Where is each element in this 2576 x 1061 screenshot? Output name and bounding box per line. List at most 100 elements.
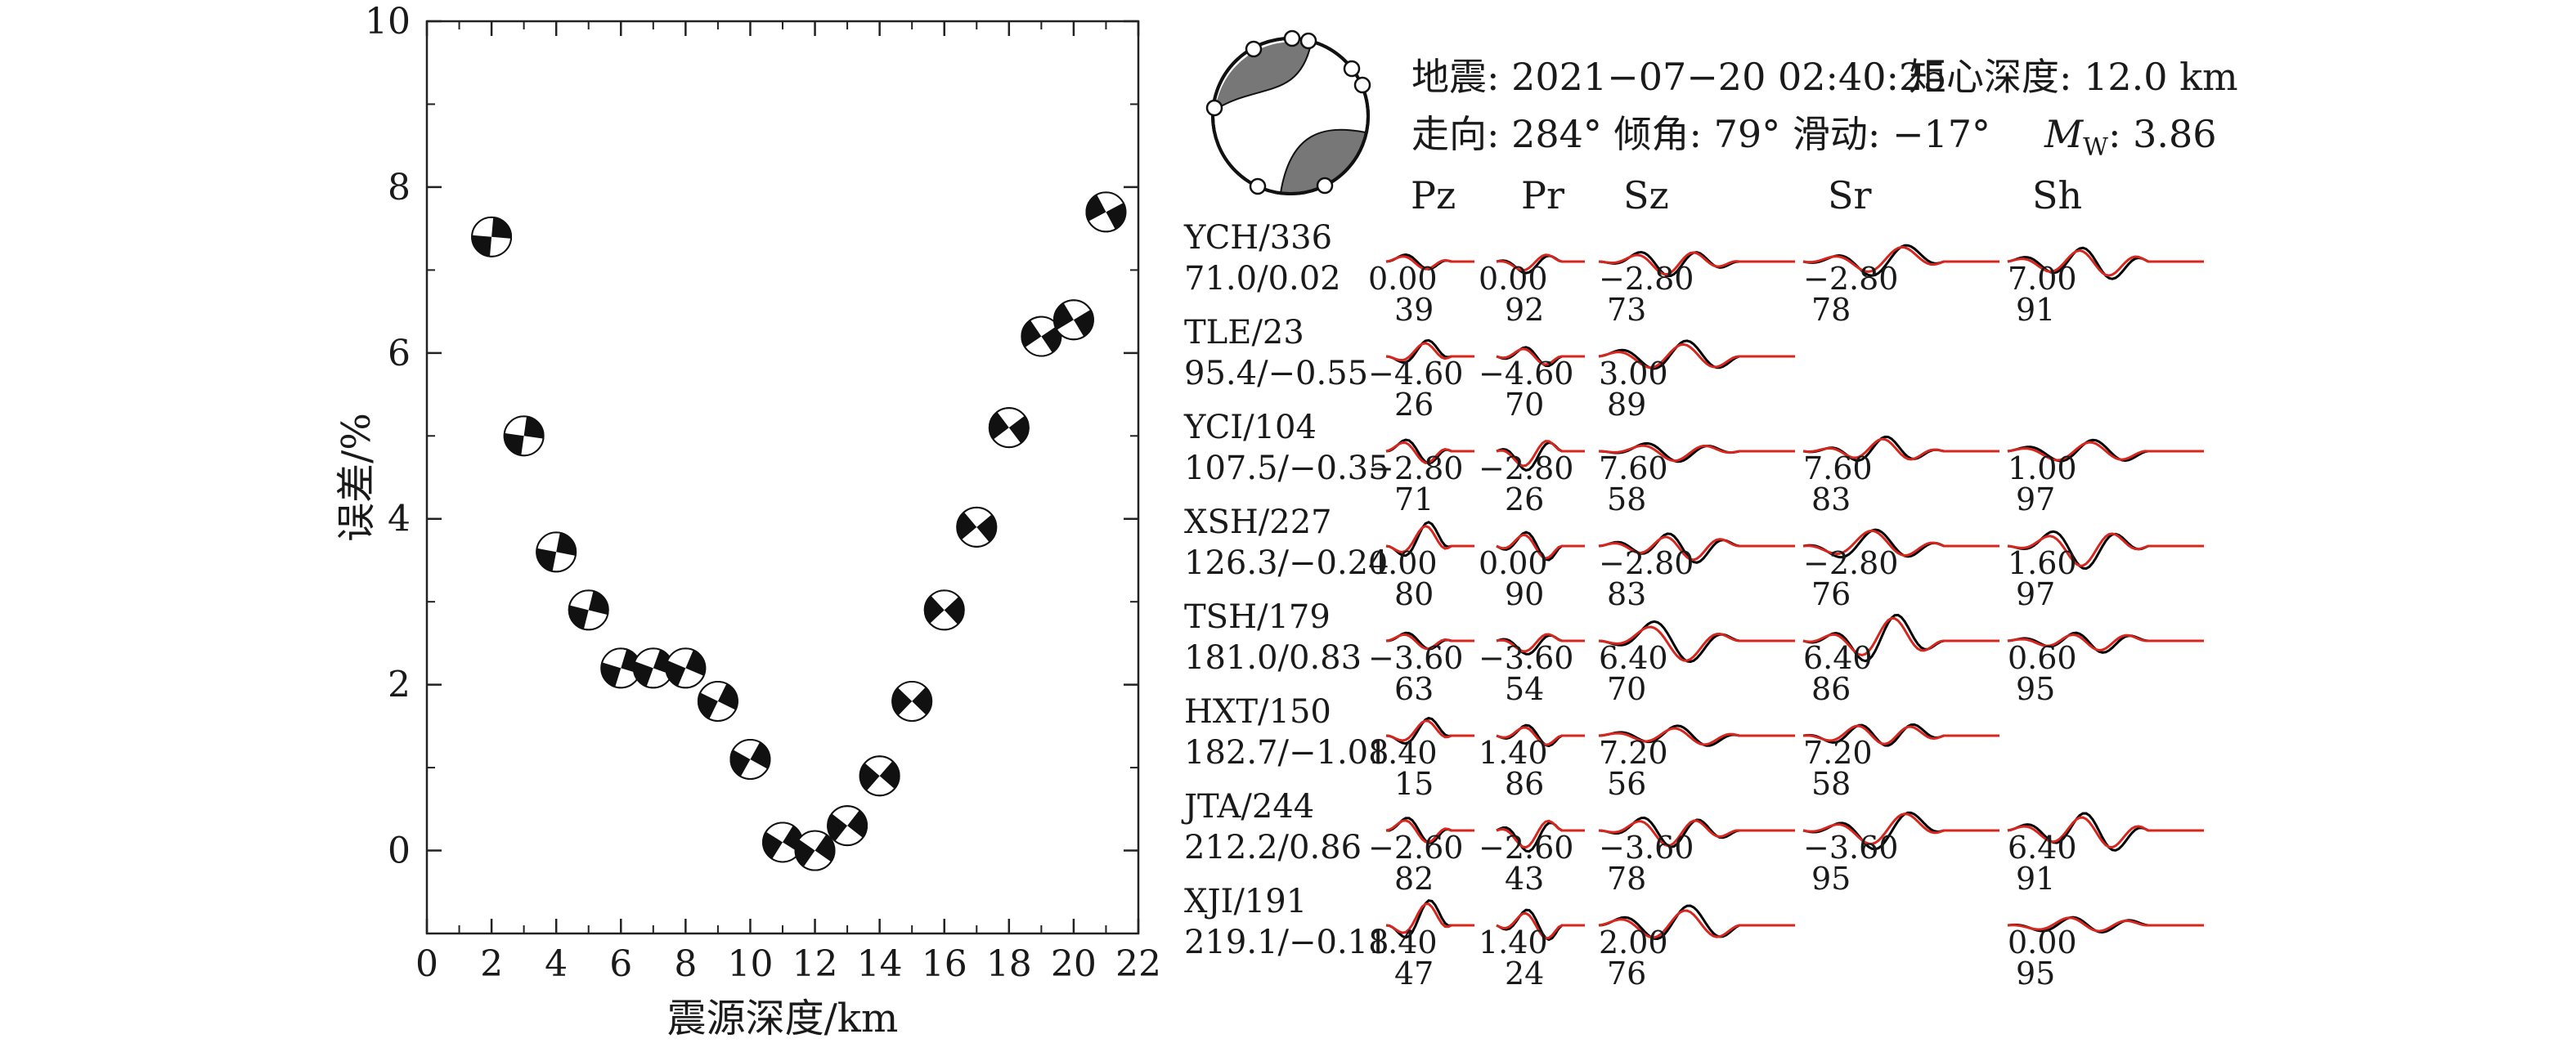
y-tick-label: 0: [388, 830, 411, 872]
trace-synthetic-sz: [1598, 819, 1795, 848]
x-tick-label: 8: [674, 943, 697, 985]
station-distance-azimuth: 219.1/−0.18: [1184, 924, 1389, 961]
y-tick-label: 2: [388, 665, 411, 706]
station-name: TSH/179: [1184, 598, 1331, 636]
correlation-label: 43: [1505, 861, 1544, 897]
trace-synthetic-sh: [2007, 441, 2204, 462]
time-shift-label: 6.40: [1803, 640, 1873, 676]
y-tick-label: 4: [388, 499, 411, 540]
correlation-label: 76: [1607, 956, 1646, 992]
correlation-label: 97: [2016, 576, 2055, 612]
y-axis-label: 误差/%: [334, 413, 379, 542]
x-tick-label: 0: [415, 943, 438, 985]
x-tick-label: 16: [922, 943, 967, 985]
correlation-label: 83: [1607, 576, 1646, 612]
time-shift-label: 1.60: [2008, 545, 2077, 581]
trace-synthetic-sh: [2007, 633, 2204, 652]
trace-synthetic-pz: [1385, 525, 1474, 553]
x-tick-label: 2: [480, 943, 503, 985]
correlation-label: 95: [2016, 671, 2055, 707]
time-shift-label: −2.60: [1368, 830, 1463, 866]
trace-synthetic-pz: [1385, 902, 1474, 934]
time-shift-label: 1.40: [1479, 924, 1548, 960]
correlation-label: 47: [1394, 956, 1434, 992]
station-distance-azimuth: 182.7/−1.08: [1184, 734, 1389, 772]
time-shift-label: −4.60: [1479, 356, 1573, 392]
station-row-2: YCI/104107.5/−0.35−2.8071−2.80267.60587.…: [1183, 409, 2204, 517]
station-name: XSH/227: [1184, 504, 1332, 541]
trace-synthetic-pr: [1496, 440, 1585, 468]
time-shift-label: 0.60: [2008, 640, 2077, 676]
y-tick-label: 6: [388, 333, 411, 374]
correlation-label: 24: [1505, 956, 1544, 992]
plot-frame: [425, 20, 1140, 935]
correlation-label: 15: [1394, 766, 1434, 802]
time-shift-label: 0.00: [1479, 261, 1548, 297]
y-tick-label: 10: [365, 1, 411, 43]
data-point-8: [729, 738, 771, 780]
correlation-label: 86: [1811, 671, 1851, 707]
station-distance-azimuth: 107.5/−0.35: [1184, 450, 1389, 487]
x-tick-label: 20: [1051, 943, 1097, 985]
correlation-label: 26: [1505, 481, 1544, 517]
correlation-label: 95: [2016, 956, 2055, 992]
time-shift-label: 0.00: [2008, 924, 2077, 960]
correlation-label: 92: [1505, 292, 1544, 328]
correlation-label: 97: [2016, 481, 2055, 517]
station-distance-azimuth: 71.0/0.02: [1184, 260, 1341, 298]
x-tick-label: 14: [857, 943, 903, 985]
time-shift-label: −2.80: [1803, 261, 1898, 297]
time-shift-label: 0.00: [1368, 545, 1438, 581]
header-mw: MW: 3.86: [2044, 112, 2217, 162]
time-shift-label: 7.60: [1599, 450, 1668, 486]
trace-synthetic-sz: [1598, 342, 1795, 369]
trace-synthetic-pr: [1496, 253, 1585, 272]
x-tick-label: 22: [1115, 943, 1161, 985]
trace-synthetic-pr: [1496, 347, 1585, 366]
correlation-label: 76: [1811, 576, 1851, 612]
station-name: YCH/336: [1183, 219, 1332, 257]
correlation-label: 54: [1505, 671, 1544, 707]
correlation-label: 83: [1811, 481, 1851, 517]
station-row-3: XSH/227126.3/−0.240.00800.0090−2.8083−2.…: [1184, 504, 2204, 612]
correlation-label: 89: [1607, 387, 1646, 423]
trace-synthetic-sz: [1598, 909, 1795, 939]
station-name: HXT/150: [1184, 693, 1331, 731]
mw-sub: W: [2083, 133, 2108, 162]
focal-mechanism: [1205, 29, 1371, 195]
data-point-13: [891, 680, 933, 722]
time-shift-label: 7.00: [2008, 261, 2077, 297]
time-shift-label: 1.40: [1479, 735, 1548, 771]
correlation-label: 91: [2016, 292, 2055, 328]
trace-synthetic-sh: [2007, 916, 2204, 933]
x-tick-label: 12: [792, 943, 838, 985]
correlation-label: 82: [1394, 861, 1434, 897]
data-point-1: [503, 415, 545, 457]
data-point-17: [1021, 316, 1062, 357]
trace-synthetic-sz: [1598, 625, 1795, 662]
time-shift-label: 7.60: [1803, 450, 1873, 486]
correlation-label: 56: [1607, 766, 1646, 802]
trace-synthetic-sr: [1802, 437, 1999, 461]
trace-synthetic-sr: [1802, 813, 1999, 845]
trace-synthetic-sz: [1598, 444, 1795, 463]
station-name: JTA/244: [1181, 788, 1314, 826]
time-shift-label: −3.60: [1599, 830, 1694, 866]
time-shift-label: −3.60: [1368, 640, 1463, 676]
data-point-12: [859, 755, 900, 797]
trace-synthetic-sh: [2007, 532, 2204, 567]
data-point-14: [923, 589, 965, 631]
trace-synthetic-pz: [1385, 633, 1474, 651]
correlation-label: 58: [1607, 481, 1646, 517]
time-shift-label: 1.40: [1368, 735, 1438, 771]
time-shift-label: −3.60: [1803, 830, 1898, 866]
x-tick-label: 4: [545, 943, 568, 985]
correlation-label: 70: [1505, 387, 1544, 423]
time-shift-label: 0.00: [1368, 261, 1438, 297]
time-shift-label: −2.80: [1368, 450, 1463, 486]
trace-synthetic-sr: [1802, 724, 1999, 745]
trace-synthetic-sr: [1802, 529, 1999, 557]
